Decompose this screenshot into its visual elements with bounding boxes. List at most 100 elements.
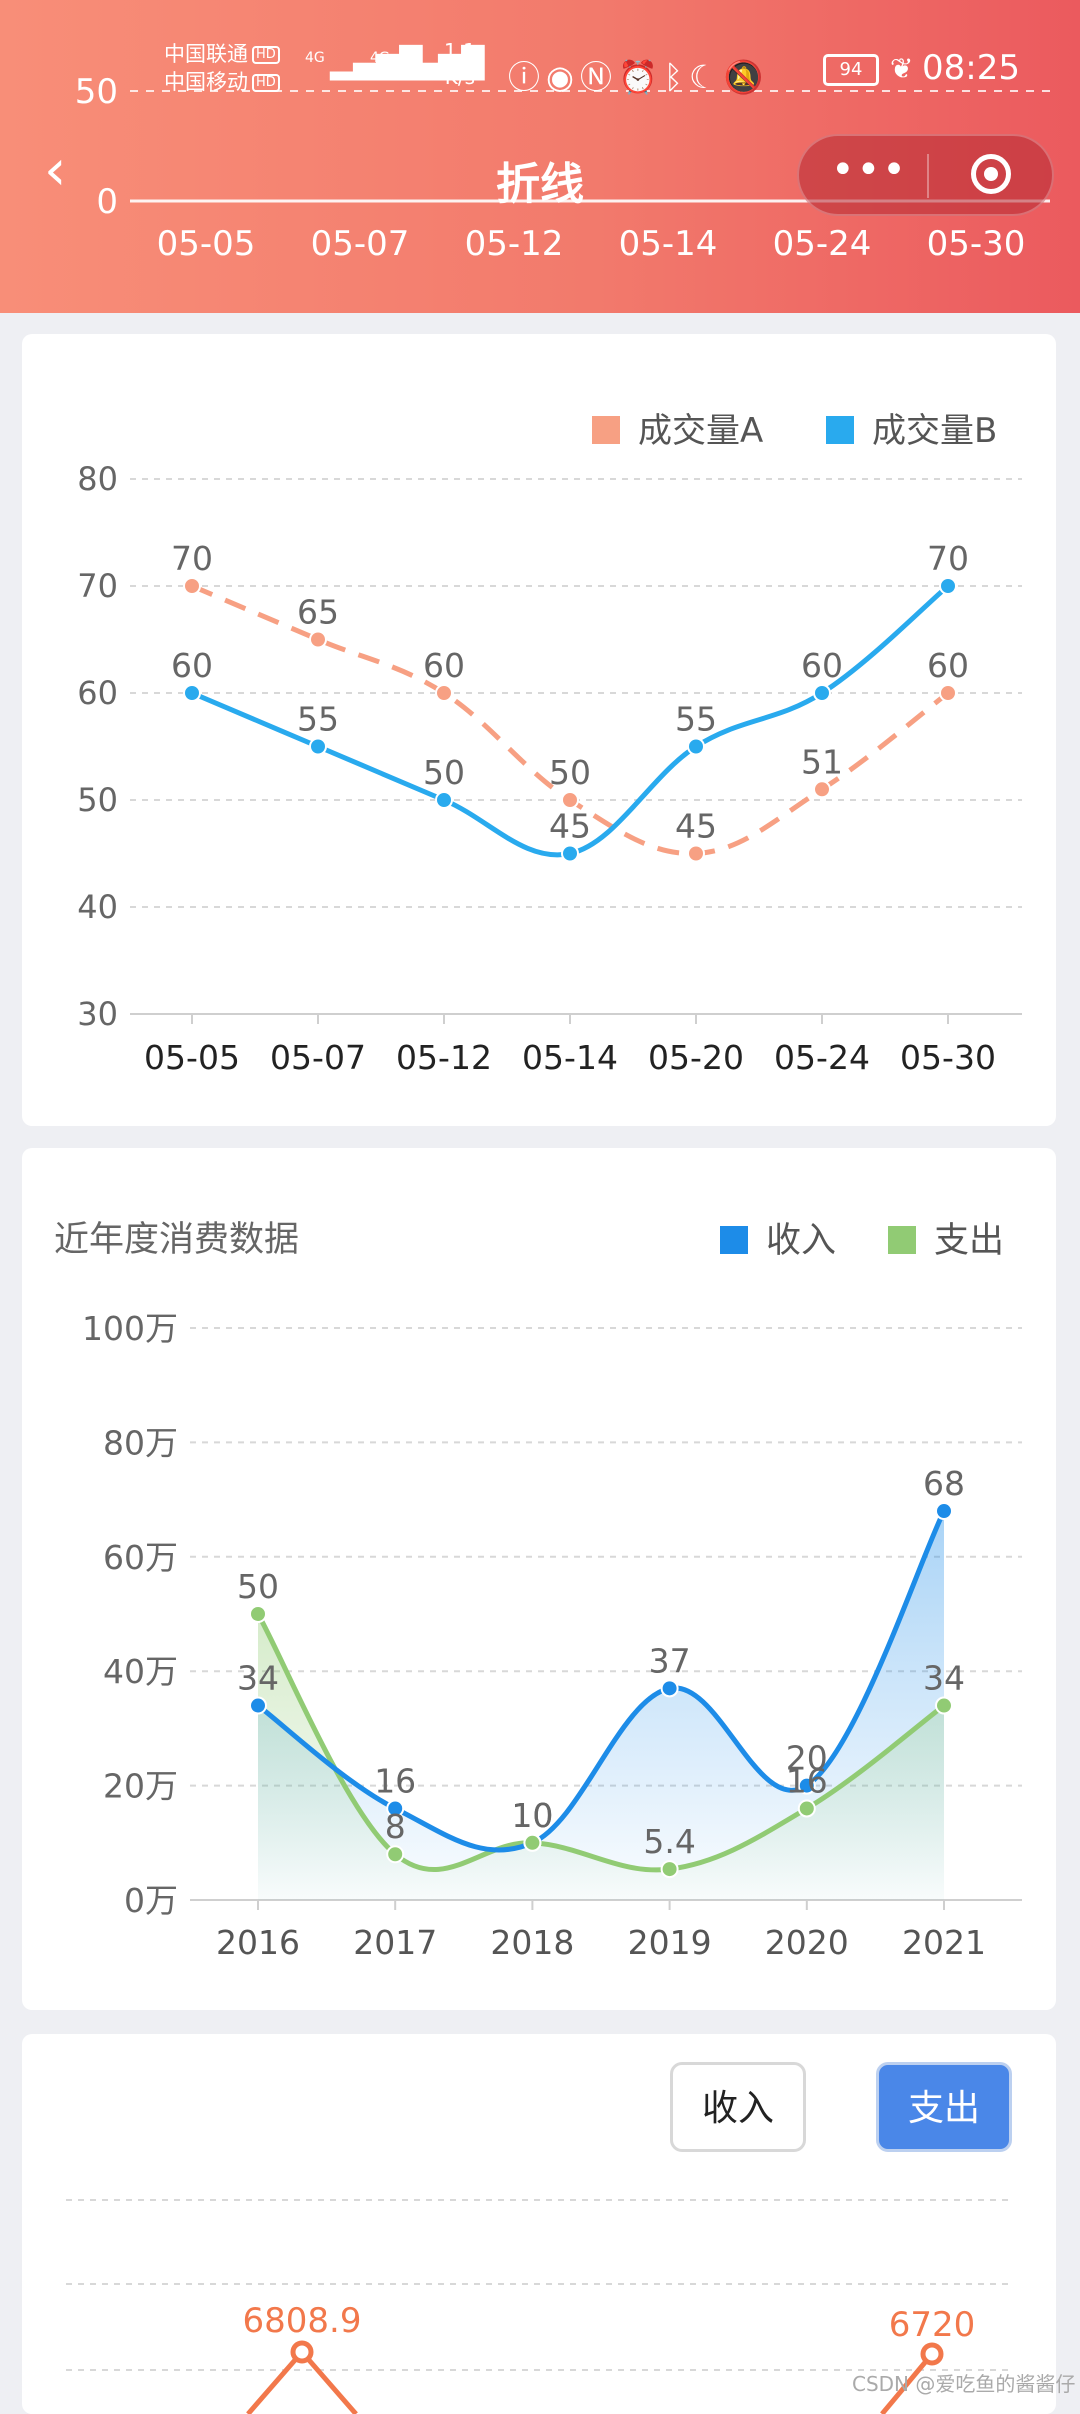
data-label: 16 [374,1761,416,1800]
nfc-icon: Ⓝ [579,58,618,96]
data-point [183,684,201,702]
data-point [561,844,579,863]
data-point [435,791,453,809]
data-point [660,1679,679,1698]
speed-unit: K/s [444,65,476,89]
vpn-icon: ⓘ [508,58,547,96]
y-tick-label: 40 [77,888,118,926]
data-point [797,1776,816,1795]
page-title: 折线 [496,159,584,210]
signal-icon-1: ▂▄▆█ [330,46,423,81]
chevron-left-icon: ‹ [44,138,67,203]
chart-card-volume: 30 40 50 60 70 80 05-05 05-07 05-12 05-14 05-20 05-… [22,334,1056,1126]
legend-swatch [720,1226,748,1254]
data-label: 34 [923,1659,965,1698]
data-point [813,684,831,702]
y-tick-label: 100万 [82,1309,178,1348]
y-tick-label: 30 [77,995,118,1033]
series-area [258,1511,944,1900]
x-tick-label: 05-12 [396,1038,492,1077]
status-time: 08:25 [922,48,1020,88]
data-point [249,1605,267,1623]
income-expense-line-chart: 6808.9 6720 [66,2199,1012,2414]
bg-category-label: 05-24 [773,224,872,260]
data-label: 6720 [889,2305,976,2345]
moon-icon: ☾ [689,58,724,96]
data-point [386,1799,405,1818]
y-tick-label: 80 [77,460,118,498]
data-label: 10 [511,1796,553,1835]
data-label: 70 [927,539,969,578]
data-label: 45 [675,807,717,846]
data-label: 60 [927,646,969,685]
x-tick-label: 2019 [628,1923,712,1962]
data-point [309,630,327,649]
more-menu-button[interactable]: ••• [831,136,906,214]
data-label: 50 [423,753,465,792]
legend-swatch [592,416,620,444]
status-icons: ⓘ◉Ⓝ⏰ᛒ☾🔕 [508,52,770,98]
legend-label: 成交量A [638,411,763,451]
x-tick-label: 05-14 [522,1038,618,1077]
data-point [523,1833,542,1852]
y-tick-label: 50 [77,781,118,819]
back-button[interactable]: ‹ [44,143,84,202]
legend-swatch [888,1226,916,1254]
header-background-axis: 50 0 05-05 05-07 05-12 05-14 05-24 05-30 [75,72,1050,260]
data-point [290,2340,314,2364]
data-label: 55 [297,700,339,739]
income-button[interactable]: 收入 [670,2062,806,2152]
data-point [935,1502,953,1521]
y-tick-label: 60万 [103,1538,178,1577]
carrier-info: 中国联通 HD 中国移动 HD [164,40,280,96]
data-label: 60 [423,646,465,685]
more-dots-icon: ••• [831,147,908,193]
network-speed: 1.1 K/s [444,38,476,90]
data-point [920,2342,944,2366]
chart-card-income-expense: 收入 支出 6808.9 6720 [22,2034,1056,2414]
expense-button[interactable]: 支出 [876,2062,1012,2152]
y-tick-label: 80万 [103,1423,178,1462]
x-tick-label: 2021 [902,1923,986,1962]
bg-category-label: 05-12 [465,224,564,260]
bg-category-label: 05-14 [619,224,718,260]
carrier-1: 中国联通 [164,42,248,66]
y-tick-label: 0万 [124,1881,178,1920]
data-label: 8 [385,1807,406,1846]
data-label: 6808.9 [243,2301,362,2341]
leaf-icon: ❦ [890,52,914,85]
miniprogram-capsule: ••• [797,134,1054,216]
speed-value: 1.1 [444,39,476,63]
status-bar: 中国联通 HD 中国移动 HD 4G ▂▄▆█ 4G ▂▄▆█ 1.1 K/s ⓘ◉… [0,38,1080,100]
battery-icon: 94 [823,54,879,86]
chart-card-consumption: 近年度消费数据 0万 20万 40万 60万 80万 100万 2016 2017 2018 201… [22,1148,1056,2010]
network-type-2: 4G [370,50,390,66]
data-label: 45 [549,807,591,846]
volume-line-chart: 30 40 50 60 70 80 05-05 05-07 05-12 05-14 05-20 05-… [77,411,1022,1077]
y-tick-label: 40万 [103,1652,178,1691]
data-label: 5.4 [643,1822,695,1861]
data-label: 51 [801,742,843,781]
watermark: CSDN @爱吃鱼的酱酱仔 [852,2372,1076,2396]
x-tick-label: 05-07 [270,1038,366,1077]
carrier-2: 中国移动 [164,70,248,94]
eye-icon: ◉ [546,58,580,96]
bluetooth-icon: ᛒ [663,58,689,96]
data-label: 68 [923,1464,965,1503]
bg-category-label: 05-30 [927,224,1026,260]
close-miniprogram-icon[interactable] [971,154,1011,194]
bg-category-label: 05-05 [157,224,256,260]
hd-badge-2: HD [252,74,280,92]
x-tick-label: 2017 [353,1923,437,1962]
data-point [939,684,957,702]
data-label: 10 [511,1796,553,1835]
data-label: 34 [237,1659,279,1698]
legend-label: 支出 [934,1221,1004,1261]
series-area [258,1614,944,1900]
data-point [935,1696,953,1715]
data-point [813,780,831,799]
data-label: 50 [549,753,591,792]
data-point [309,737,327,756]
hd-badge-1: HD [252,46,280,64]
